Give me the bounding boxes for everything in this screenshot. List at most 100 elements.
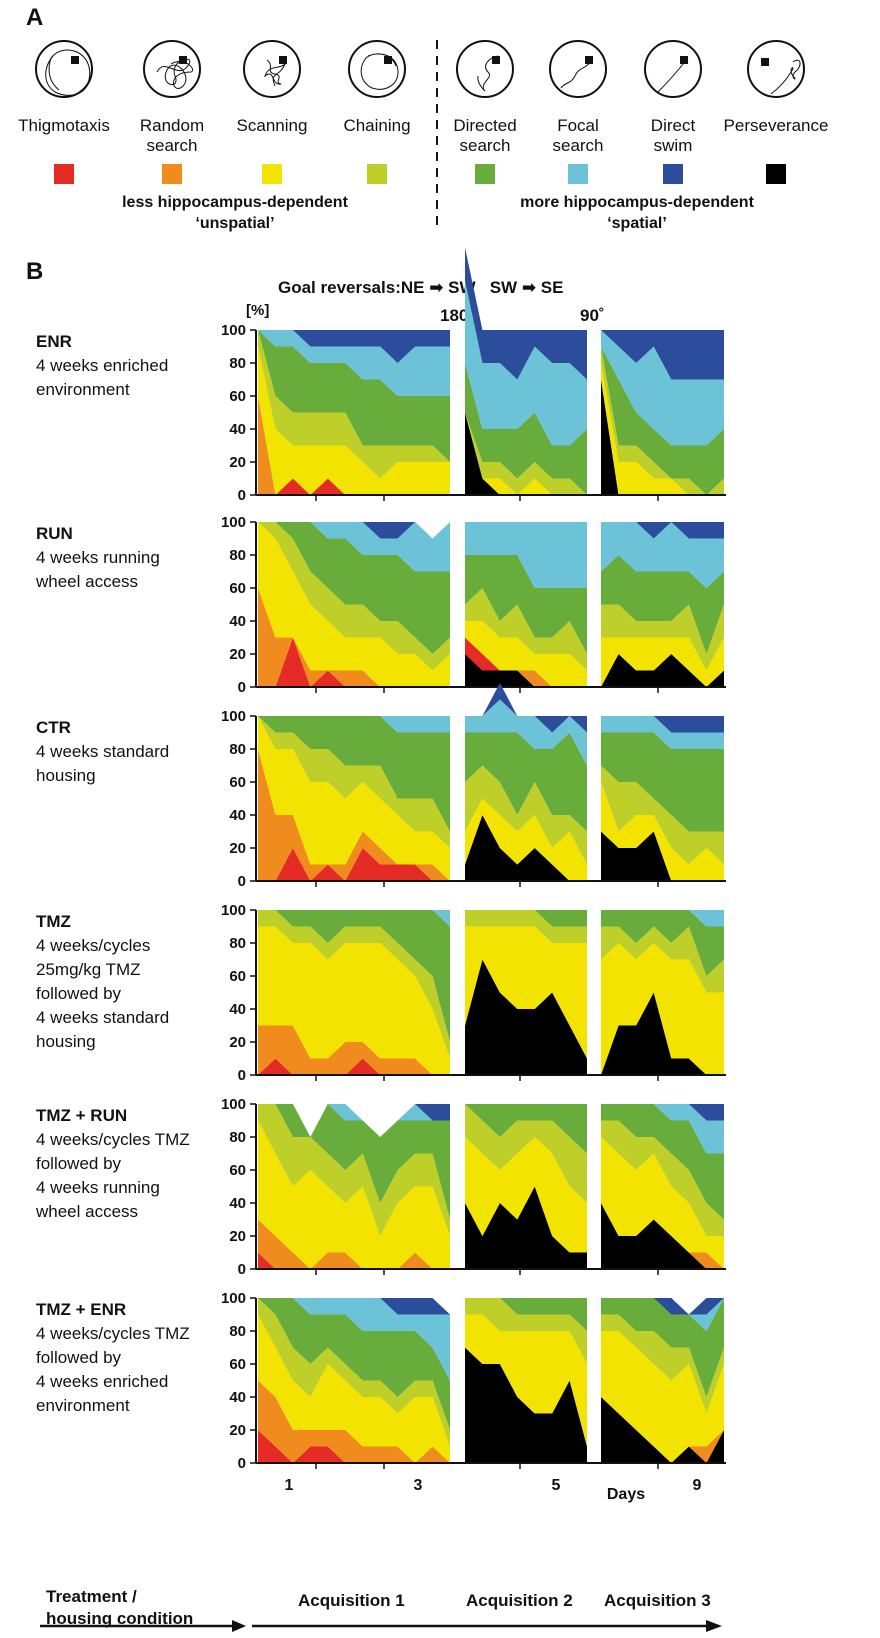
strategy-swatch-4 [367, 164, 387, 184]
area-enr-seg3-perseverance [601, 379, 724, 495]
condition-name: CTR [36, 718, 71, 737]
area-enr-seg2-perseverance [465, 412, 587, 495]
area-ctr-seg3-chaining [601, 765, 724, 865]
area-tmz-seg2-chaining [465, 910, 587, 943]
strategy-swatch-2 [162, 164, 182, 184]
area-enr-seg3-chaining [601, 346, 724, 495]
condition-label-4: TMZ 4 weeks/cycles 25mg/kg TMZ followed b… [36, 910, 169, 1054]
condition-description: 4 weeks/cycles TMZ followed by 4 weeks r… [36, 1130, 190, 1221]
condition-name: RUN [36, 524, 73, 543]
condition-name: TMZ [36, 912, 71, 931]
y-tick-label: 60 [229, 580, 246, 597]
y-tick-label: 60 [229, 774, 246, 791]
strategy-swatch-6 [568, 164, 588, 184]
footer-acquisition-1: Acquisition 1 [298, 1591, 405, 1610]
strategy-circle-1 [35, 40, 93, 98]
area-tmz-run-seg3-chaining [601, 1120, 724, 1236]
area-run-seg2-perseverance [465, 654, 587, 687]
y-tick-label: 100 [221, 514, 246, 531]
strategy-circle-6 [549, 40, 607, 98]
area-enr-seg1-thigmotaxis [258, 478, 450, 495]
area-tmz-seg3-chaining [601, 926, 724, 993]
area-enr-seg3-direct-swim [601, 330, 724, 380]
area-tmz-enr-seg2-scanning [465, 1314, 587, 1447]
area-run-seg2-scanning [465, 621, 587, 687]
x-tick-label: 3 [414, 1477, 423, 1494]
area-ctr-seg3-directed-search [601, 732, 724, 832]
area-enr-seg1-directed-search [258, 330, 450, 462]
area-tmz-seg3-focal-search [601, 910, 724, 927]
area-ctr-seg3-focal-search [601, 716, 724, 749]
area-run-seg1-random-search [258, 588, 450, 687]
area-ctr-seg2-directed-search [465, 732, 587, 832]
y-tick-label: 40 [229, 613, 246, 630]
footer-acquisition-2: Acquisition 2 [466, 1591, 573, 1610]
area-ctr-seg2-perseverance [465, 815, 587, 881]
area-run-seg3-direct-swim [601, 522, 724, 539]
condition-label-1: ENR 4 weeks enriched environment [36, 330, 168, 402]
y-unit-label: [%] [246, 302, 270, 319]
area-ctr-seg1-random-search [258, 749, 450, 881]
area-ctr-seg3-direct-swim [601, 716, 724, 733]
y-tick-label: 100 [221, 1290, 246, 1307]
y-tick-label: 0 [238, 1067, 246, 1084]
area-tmz-run-seg3-focal-search [601, 1104, 724, 1154]
y-tick-label: 40 [229, 807, 246, 824]
condition-description: 4 weeks running wheel access [36, 548, 160, 591]
area-tmz-seg2-perseverance [465, 959, 587, 1075]
y-tick-label: 20 [229, 1034, 246, 1051]
y-tick-label: 40 [229, 421, 246, 438]
area-enr-seg1-focal-search [258, 330, 450, 396]
x-tick-label: 9 [693, 1477, 702, 1494]
y-tick-label: 80 [229, 1129, 246, 1146]
area-tmz-seg1-random-search [258, 1025, 450, 1075]
strategy-circle-2 [143, 40, 201, 98]
area-tmz-run-seg2-chaining [465, 1104, 587, 1203]
treatment-arrow-head [232, 1620, 246, 1632]
area-tmz-enr-seg3-scanning [601, 1331, 724, 1463]
y-tick-label: 40 [229, 1001, 246, 1018]
condition-description: 4 weeks enriched environment [36, 356, 169, 399]
panel-b-letter: B [26, 258, 44, 285]
area-run-seg2-directed-search [465, 555, 587, 654]
x-tick-label: 5 [552, 1477, 561, 1494]
area-tmz-seg3-scanning [601, 943, 724, 1075]
x-tick-label: 1 [285, 1477, 294, 1494]
y-tick-label: 0 [238, 1455, 246, 1472]
y-tick-label: 80 [229, 355, 246, 372]
area-tmz-seg3-directed-search [601, 910, 724, 976]
category-divider [436, 40, 438, 232]
area-tmz-seg2-directed-search [465, 910, 587, 927]
y-tick-label: 20 [229, 1228, 246, 1245]
area-tmz-run-seg3-directed-search [601, 1104, 724, 1220]
strategy-label-3: Scanning [236, 116, 308, 135]
area-ctr-seg2-chaining [465, 765, 587, 865]
condition-name: TMZ + RUN [36, 1106, 128, 1125]
acquisition-arrow-head [706, 1620, 722, 1632]
area-tmz-run-seg2-directed-search [465, 1104, 587, 1154]
y-tick-label: 80 [229, 741, 246, 758]
area-tmz-run-seg1-directed-search [258, 1104, 450, 1220]
area-tmz-enr-seg1-focal-search [258, 1298, 450, 1381]
condition-label-2: RUN 4 weeks running wheel access [36, 522, 160, 594]
strategy-circle-8 [747, 40, 805, 98]
area-ctr-seg2-scanning [465, 798, 587, 881]
area-run-seg3-directed-search [601, 555, 724, 654]
area-enr-seg2-chaining [465, 412, 587, 495]
area-tmz-seg1-scanning [258, 926, 450, 1075]
strategy-label-2: Random search [139, 116, 205, 155]
area-run-seg1-thigmotaxis [258, 637, 450, 687]
y-tick-label: 0 [238, 679, 246, 696]
area-run-seg2-chaining [465, 588, 587, 671]
area-ctr-seg1-scanning [258, 716, 450, 881]
area-tmz-seg2-scanning [465, 926, 587, 1059]
right-category-label: more hippocampus-dependent ‘spatial’ [520, 194, 754, 232]
area-ctr-seg1-directed-search [258, 716, 450, 832]
condition-label-6: TMZ + ENR 4 weeks/cycles TMZ followed by … [36, 1298, 190, 1418]
area-tmz-run-seg3-scanning [601, 1137, 724, 1269]
area-run-seg2-focal-search [465, 522, 587, 588]
area-ctr-seg2-direct-swim [465, 683, 587, 733]
area-run-seg1-scanning [258, 522, 450, 687]
area-enr-seg1-direct-swim [258, 330, 450, 363]
